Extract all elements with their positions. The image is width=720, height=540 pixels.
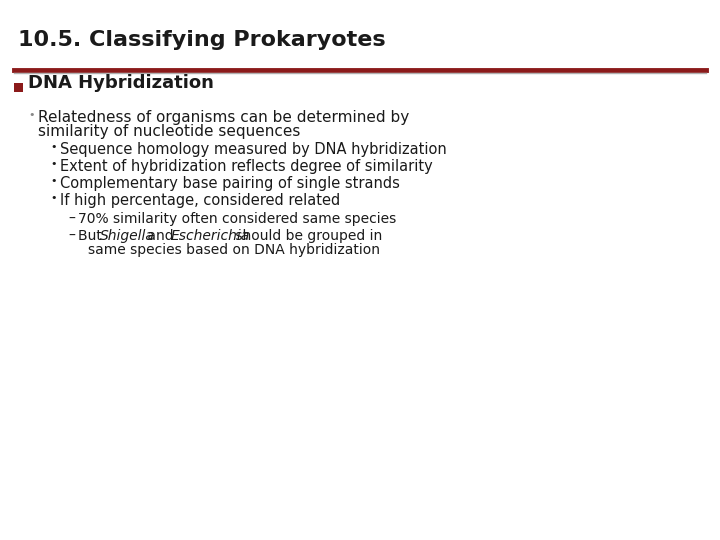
Text: same species based on DNA hybridization: same species based on DNA hybridization — [88, 243, 380, 257]
Text: Extent of hybridization reflects degree of similarity: Extent of hybridization reflects degree … — [60, 159, 433, 174]
Text: –: – — [68, 212, 75, 226]
Text: similarity of nucleotide sequences: similarity of nucleotide sequences — [38, 124, 300, 139]
Text: If high percentage, considered related: If high percentage, considered related — [60, 193, 341, 208]
Text: Relatedness of organisms can be determined by: Relatedness of organisms can be determin… — [38, 110, 409, 125]
Text: 70% similarity often considered same species: 70% similarity often considered same spe… — [78, 212, 396, 226]
Text: But: But — [78, 229, 107, 243]
Text: Shigella: Shigella — [100, 229, 155, 243]
Text: •: • — [50, 142, 56, 152]
Text: DNA Hybridization: DNA Hybridization — [28, 74, 214, 92]
Text: 10.5. Classifying Prokaryotes: 10.5. Classifying Prokaryotes — [18, 30, 386, 50]
Text: –: – — [68, 229, 75, 243]
Text: and: and — [143, 229, 179, 243]
Text: Complementary base pairing of single strands: Complementary base pairing of single str… — [60, 176, 400, 191]
Text: Escherichia: Escherichia — [171, 229, 250, 243]
Text: •: • — [50, 159, 56, 169]
Text: Sequence homology measured by DNA hybridization: Sequence homology measured by DNA hybrid… — [60, 142, 446, 157]
Text: should be grouped in: should be grouped in — [230, 229, 382, 243]
Bar — [14, 83, 23, 92]
Text: •: • — [50, 193, 56, 203]
Text: •: • — [28, 110, 35, 120]
Text: •: • — [50, 176, 56, 186]
